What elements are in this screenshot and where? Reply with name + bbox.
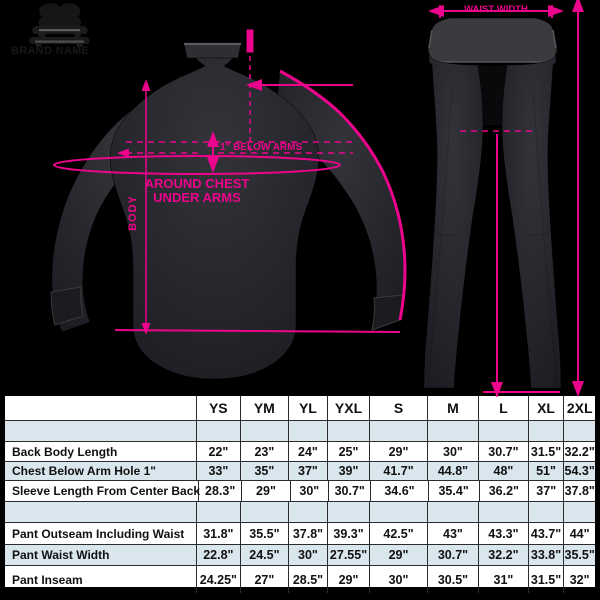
svg-text:AROUND CHEST: AROUND CHEST <box>145 176 250 191</box>
svg-text:UNDER ARMS: UNDER ARMS <box>153 190 241 205</box>
svg-text:BODY: BODY <box>127 195 139 231</box>
svg-text:WAIST WIDTH: WAIST WIDTH <box>464 4 528 15</box>
svg-text:1" BELOW ARMS: 1" BELOW ARMS <box>220 142 302 153</box>
